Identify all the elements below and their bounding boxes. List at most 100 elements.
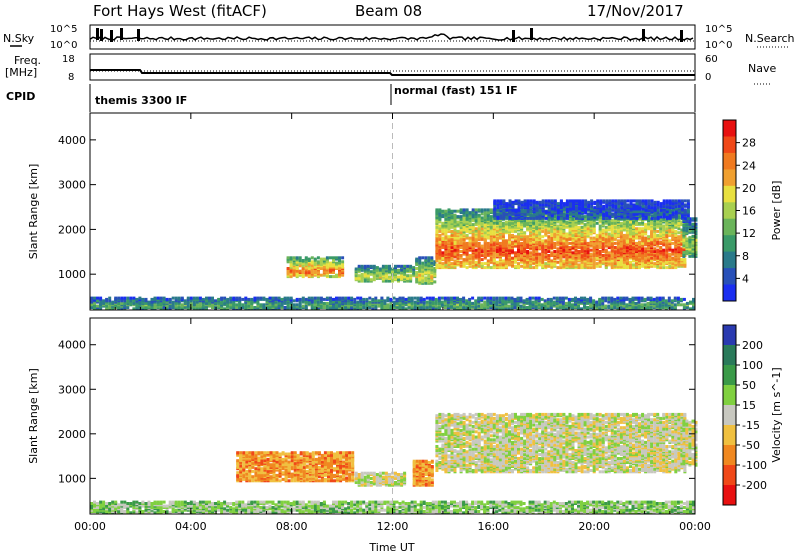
data-cell	[508, 237, 511, 241]
data-cell	[341, 263, 345, 266]
data-cell	[692, 306, 695, 309]
data-cell	[592, 224, 596, 228]
data-cell	[217, 304, 221, 308]
data-cell	[205, 307, 208, 311]
data-cell	[438, 220, 442, 224]
data-cell	[562, 212, 566, 216]
data-cell	[406, 267, 410, 271]
data-cell	[550, 207, 554, 211]
data-cell	[619, 241, 623, 245]
data-cell	[610, 221, 614, 225]
data-cell	[424, 276, 428, 280]
data-cell	[444, 260, 448, 264]
data-cell	[483, 296, 487, 300]
data-cell	[156, 296, 160, 300]
data-cell	[489, 208, 493, 212]
data-cell	[434, 304, 438, 308]
data-cell	[517, 219, 520, 223]
data-cell	[416, 296, 420, 300]
data-cell	[586, 227, 590, 231]
data-cell	[665, 266, 669, 270]
data-cell	[410, 296, 414, 300]
data-cell	[446, 296, 450, 300]
data-cell	[301, 296, 305, 300]
data-cell	[529, 208, 533, 212]
data-cell	[516, 296, 520, 300]
data-cell	[329, 256, 332, 260]
data-cell	[694, 222, 698, 226]
data-cell	[211, 303, 214, 307]
data-cell	[325, 256, 329, 260]
data-cell	[613, 229, 617, 233]
data-cell	[638, 231, 641, 235]
data-cell	[583, 264, 587, 268]
data-cell	[415, 257, 419, 261]
data-cell	[459, 208, 463, 212]
data-cell	[541, 258, 545, 262]
data-cell	[520, 264, 524, 268]
data-cell	[685, 241, 689, 245]
data-cell	[644, 243, 648, 247]
data-cell	[668, 239, 672, 243]
data-cell	[201, 297, 205, 301]
data-cell	[625, 303, 629, 307]
data-cell	[549, 303, 553, 307]
data-cell	[208, 301, 211, 305]
freq-panel: Freq. [MHz] 18 8 60 0 Nave	[5, 53, 776, 85]
data-cell	[523, 231, 527, 235]
data-cell	[265, 307, 269, 311]
data-cell	[604, 228, 608, 232]
data-cell	[444, 251, 448, 255]
data-cell	[556, 227, 560, 231]
data-cell	[505, 202, 509, 206]
data-cell	[580, 225, 584, 229]
data-cell	[677, 235, 681, 239]
data-cell	[553, 241, 557, 245]
data-cell	[523, 208, 527, 212]
data-cell	[99, 296, 103, 300]
data-cell	[347, 296, 351, 300]
data-cell	[544, 210, 548, 214]
data-cell	[310, 304, 314, 308]
data-cell	[253, 296, 257, 300]
data-cell	[480, 227, 484, 231]
data-cell	[477, 252, 481, 256]
data-cell	[644, 260, 648, 264]
freq-unit: [MHz]	[5, 66, 37, 79]
data-cell	[562, 233, 566, 237]
data-cell	[498, 299, 502, 303]
data-cell	[444, 263, 448, 267]
data-cell	[501, 259, 505, 263]
data-cell	[499, 211, 503, 215]
data-cell	[108, 304, 112, 308]
data-cell	[519, 304, 523, 308]
data-cell	[468, 243, 472, 247]
data-cell	[514, 208, 518, 212]
data-cell	[595, 262, 599, 266]
data-cell	[504, 244, 508, 248]
data-cell	[322, 306, 326, 309]
data-cell	[441, 209, 445, 213]
data-cell	[377, 299, 381, 303]
data-cell	[403, 268, 407, 272]
data-cell	[468, 236, 472, 240]
data-cell	[670, 306, 674, 309]
data-cell	[610, 233, 614, 237]
data-cell	[123, 296, 127, 300]
data-cell	[453, 216, 457, 220]
data-cell	[229, 296, 233, 300]
data-cell	[565, 212, 569, 216]
data-cell	[691, 226, 695, 230]
data-cell	[404, 307, 408, 311]
data-cell	[580, 250, 584, 253]
data-cell	[444, 229, 448, 233]
data-cell	[319, 296, 323, 300]
data-cell	[622, 258, 626, 262]
data-cell	[565, 232, 569, 236]
data-cell	[177, 296, 181, 300]
data-cell	[223, 299, 227, 303]
data-cell	[556, 215, 560, 219]
data-cell	[386, 296, 390, 300]
data-cell	[438, 237, 442, 241]
data-cell	[447, 250, 451, 253]
